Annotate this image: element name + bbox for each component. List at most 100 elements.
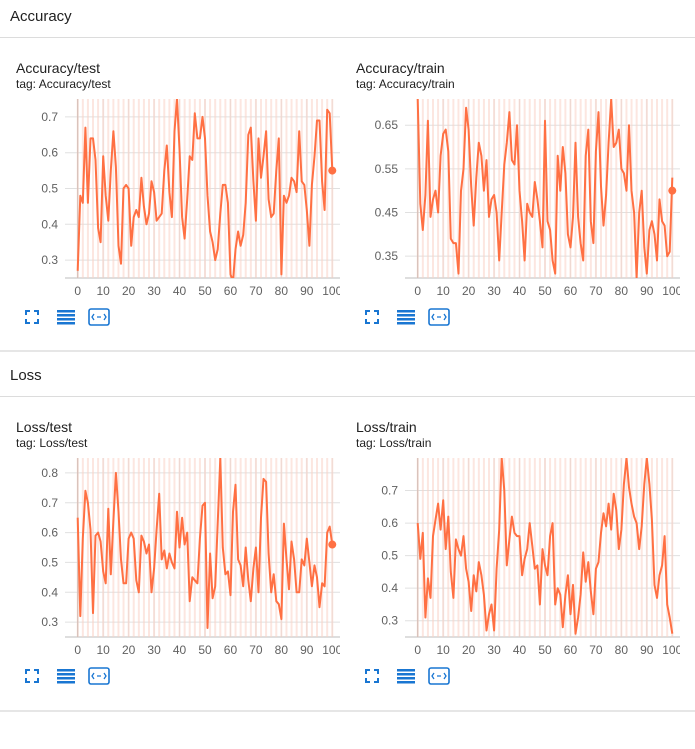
- data-table-icon: [57, 669, 75, 684]
- y-tick-label: 0.55: [375, 162, 399, 176]
- fit-domain-button[interactable]: [428, 664, 460, 688]
- fit-domain-button[interactable]: [88, 664, 120, 688]
- x-tick-label: 100: [322, 284, 340, 298]
- x-tick-label: 20: [462, 284, 476, 298]
- y-tick-label: 0.4: [381, 581, 398, 595]
- raw-series: [416, 458, 674, 637]
- y-tick-label: 0.6: [41, 526, 58, 540]
- chart-card-accuracy-train: Accuracy/train tag: Accuracy/train 0 10 20…: [340, 60, 680, 390]
- x-tick-label: 90: [300, 643, 314, 657]
- series-line: [76, 458, 334, 629]
- section-divider: [0, 350, 695, 352]
- fullscreen-button[interactable]: [24, 664, 56, 688]
- card-title: Loss/train: [356, 419, 417, 435]
- card-tag: tag: Loss/test: [16, 436, 88, 450]
- section-header-loss[interactable]: Loss: [0, 359, 695, 397]
- card-tag: tag: Loss/train: [356, 436, 432, 450]
- y-tick-label: 0.8: [41, 466, 58, 480]
- y-tick-label: 0.3: [41, 253, 58, 267]
- data-table-button[interactable]: [396, 664, 428, 688]
- fullscreen-icon: [25, 310, 39, 324]
- card-title: Accuracy/train: [356, 60, 445, 76]
- x-tick-label: 0: [74, 643, 81, 657]
- section-divider: [0, 710, 695, 712]
- chart-card-accuracy-test: Accuracy/test tag: Accuracy/test 0 10 20 30…: [0, 60, 340, 390]
- x-tick-label: 100: [662, 284, 680, 298]
- fullscreen-button[interactable]: [364, 305, 396, 329]
- data-table-button[interactable]: [56, 305, 88, 329]
- y-tick-label: 0.7: [41, 110, 58, 124]
- card-title: Accuracy/test: [16, 60, 101, 76]
- card-tag: tag: Accuracy/test: [16, 77, 111, 91]
- y-tick-label: 0.3: [41, 615, 58, 629]
- data-table-button[interactable]: [56, 664, 88, 688]
- x-tick-label: 100: [662, 643, 680, 657]
- x-tick-label: 0: [414, 643, 421, 657]
- x-tick-label: 40: [173, 284, 187, 298]
- data-table-icon: [57, 310, 75, 325]
- y-tick-label: 0.5: [41, 555, 58, 569]
- series-line: [416, 99, 674, 278]
- fit-domain-button[interactable]: [428, 305, 460, 329]
- x-tick-label: 90: [640, 643, 654, 657]
- x-tick-label: 70: [589, 284, 603, 298]
- x-tick-label: 30: [147, 284, 161, 298]
- y-tick-label: 0.3: [381, 614, 398, 628]
- x-tick-label: 60: [564, 643, 578, 657]
- card-title: Loss/test: [16, 419, 73, 435]
- x-tick-label: 30: [147, 643, 161, 657]
- x-tick-label: 10: [437, 643, 451, 657]
- fullscreen-button[interactable]: [24, 305, 56, 329]
- line-chart[interactable]: 0 10 20 30 40 50 60 70 80 90 100 0.3 0.4 0.5 0.6 0.7: [340, 419, 680, 664]
- fit-domain-icon: [88, 667, 110, 685]
- x-tick-label: 10: [437, 284, 451, 298]
- x-tick-label: 100: [322, 643, 340, 657]
- x-tick-label: 80: [275, 284, 289, 298]
- line-chart[interactable]: 0 10 20 30 40 50 60 70 80 90 100 0.35 0.45 0.55 0.65: [340, 60, 680, 305]
- y-tick-label: 0.45: [375, 206, 399, 220]
- x-tick-label: 60: [224, 284, 238, 298]
- data-table-icon: [397, 669, 415, 684]
- fullscreen-icon: [25, 669, 39, 683]
- fit-domain-icon: [88, 308, 110, 326]
- x-tick-label: 70: [589, 643, 603, 657]
- fullscreen-icon: [365, 310, 379, 324]
- x-tick-label: 80: [615, 643, 629, 657]
- y-tick-label: 0.4: [41, 585, 58, 599]
- section-title: Loss: [10, 367, 42, 384]
- fullscreen-button[interactable]: [364, 664, 396, 688]
- x-tick-label: 70: [249, 284, 263, 298]
- last-point: [328, 540, 337, 549]
- x-tick-label: 40: [513, 284, 527, 298]
- x-tick-label: 90: [640, 284, 654, 298]
- y-tick-label: 0.6: [381, 516, 398, 530]
- x-tick-label: 30: [487, 284, 501, 298]
- y-tick-label: 0.6: [41, 146, 58, 160]
- x-tick-label: 20: [122, 284, 136, 298]
- y-tick-label: 0.5: [41, 182, 58, 196]
- x-tick-label: 20: [462, 643, 476, 657]
- fit-domain-icon: [428, 308, 450, 326]
- data-table-button[interactable]: [396, 305, 428, 329]
- chart-card-loss-test: Loss/test tag: Loss/test 0 10 20 30 40 50 60 70…: [0, 419, 340, 749]
- fit-domain-icon: [428, 667, 450, 685]
- y-tick-label: 0.4: [41, 217, 58, 231]
- y-tick-label: 0.65: [375, 118, 399, 132]
- x-tick-label: 10: [97, 284, 111, 298]
- fullscreen-icon: [365, 669, 379, 683]
- y-tick-label: 0.5: [381, 549, 398, 563]
- x-tick-label: 80: [275, 643, 289, 657]
- last-point: [668, 186, 677, 195]
- y-tick-label: 0.35: [375, 249, 399, 263]
- fit-domain-button[interactable]: [88, 305, 120, 329]
- x-tick-label: 0: [414, 284, 421, 298]
- line-chart[interactable]: 0 10 20 30 40 50 60 70 80 90 100 0.3 0.4 0.5 0.6 0.7: [0, 60, 340, 305]
- section-title: Accuracy: [10, 8, 72, 25]
- x-tick-label: 40: [513, 643, 527, 657]
- section-header-accuracy[interactable]: Accuracy: [0, 0, 695, 38]
- x-tick-label: 60: [564, 284, 578, 298]
- x-tick-label: 30: [487, 643, 501, 657]
- x-tick-label: 50: [198, 284, 212, 298]
- x-tick-label: 90: [300, 284, 314, 298]
- line-chart[interactable]: 0 10 20 30 40 50 60 70 80 90 100 0.3 0.4 0.5 0.6 0.7 0.8: [0, 419, 340, 664]
